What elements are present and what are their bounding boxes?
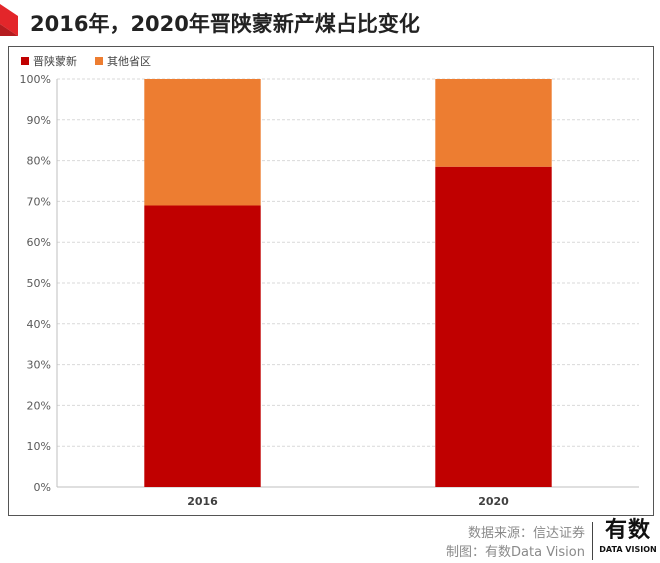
y-tick-label: 80% [27,155,51,168]
legend-swatch-1 [95,57,103,65]
y-tick-label: 30% [27,359,51,372]
chart-credit: 制图：有数Data Vision [446,545,585,560]
chart-frame: 晋陕蒙新 其他省区 0% 10% 20% 30% 40% 50% 60% 70% 80% 90% 100… [8,46,654,516]
y-tick-label: 50% [27,277,51,290]
stacked-bar-chart: 晋陕蒙新 其他省区 0% 10% 20% 30% 40% 50% 60% 70% 80% 90% 100… [20,54,639,508]
y-tick-label: 0% [34,481,51,494]
data-source: 数据来源：信达证券 [467,526,585,541]
legend-label-0: 晋陕蒙新 [33,54,77,68]
bar-2020-series-0 [435,166,552,487]
y-tick-label: 60% [27,236,51,249]
y-tick-label: 10% [27,440,51,453]
bar-2020-series-1 [435,79,552,167]
bar-2016-series-0 [144,205,261,488]
logo-divider [592,522,593,560]
y-tick-label: 90% [27,114,51,127]
bar-2016-series-1 [144,79,261,206]
brand-logo: 有数 DATA VISION [598,517,658,555]
logo-main-text: 有数 [604,518,651,543]
x-tick-label: 2020 [478,495,509,508]
header: 2016年，2020年晋陕蒙新产煤占比变化 [0,0,660,46]
y-tick-label: 20% [27,399,51,412]
chart-title: 2016年，2020年晋陕蒙新产煤占比变化 [30,12,420,36]
legend-swatch-0 [21,57,29,65]
title-accent-icon [0,4,18,36]
y-tick-label: 40% [27,318,51,331]
x-tick-label: 2016 [187,495,218,508]
y-tick-label: 100% [20,73,51,86]
logo-sub-text: DATA VISION [599,545,657,554]
y-tick-label: 70% [27,195,51,208]
legend-label-1: 其他省区 [107,55,151,68]
